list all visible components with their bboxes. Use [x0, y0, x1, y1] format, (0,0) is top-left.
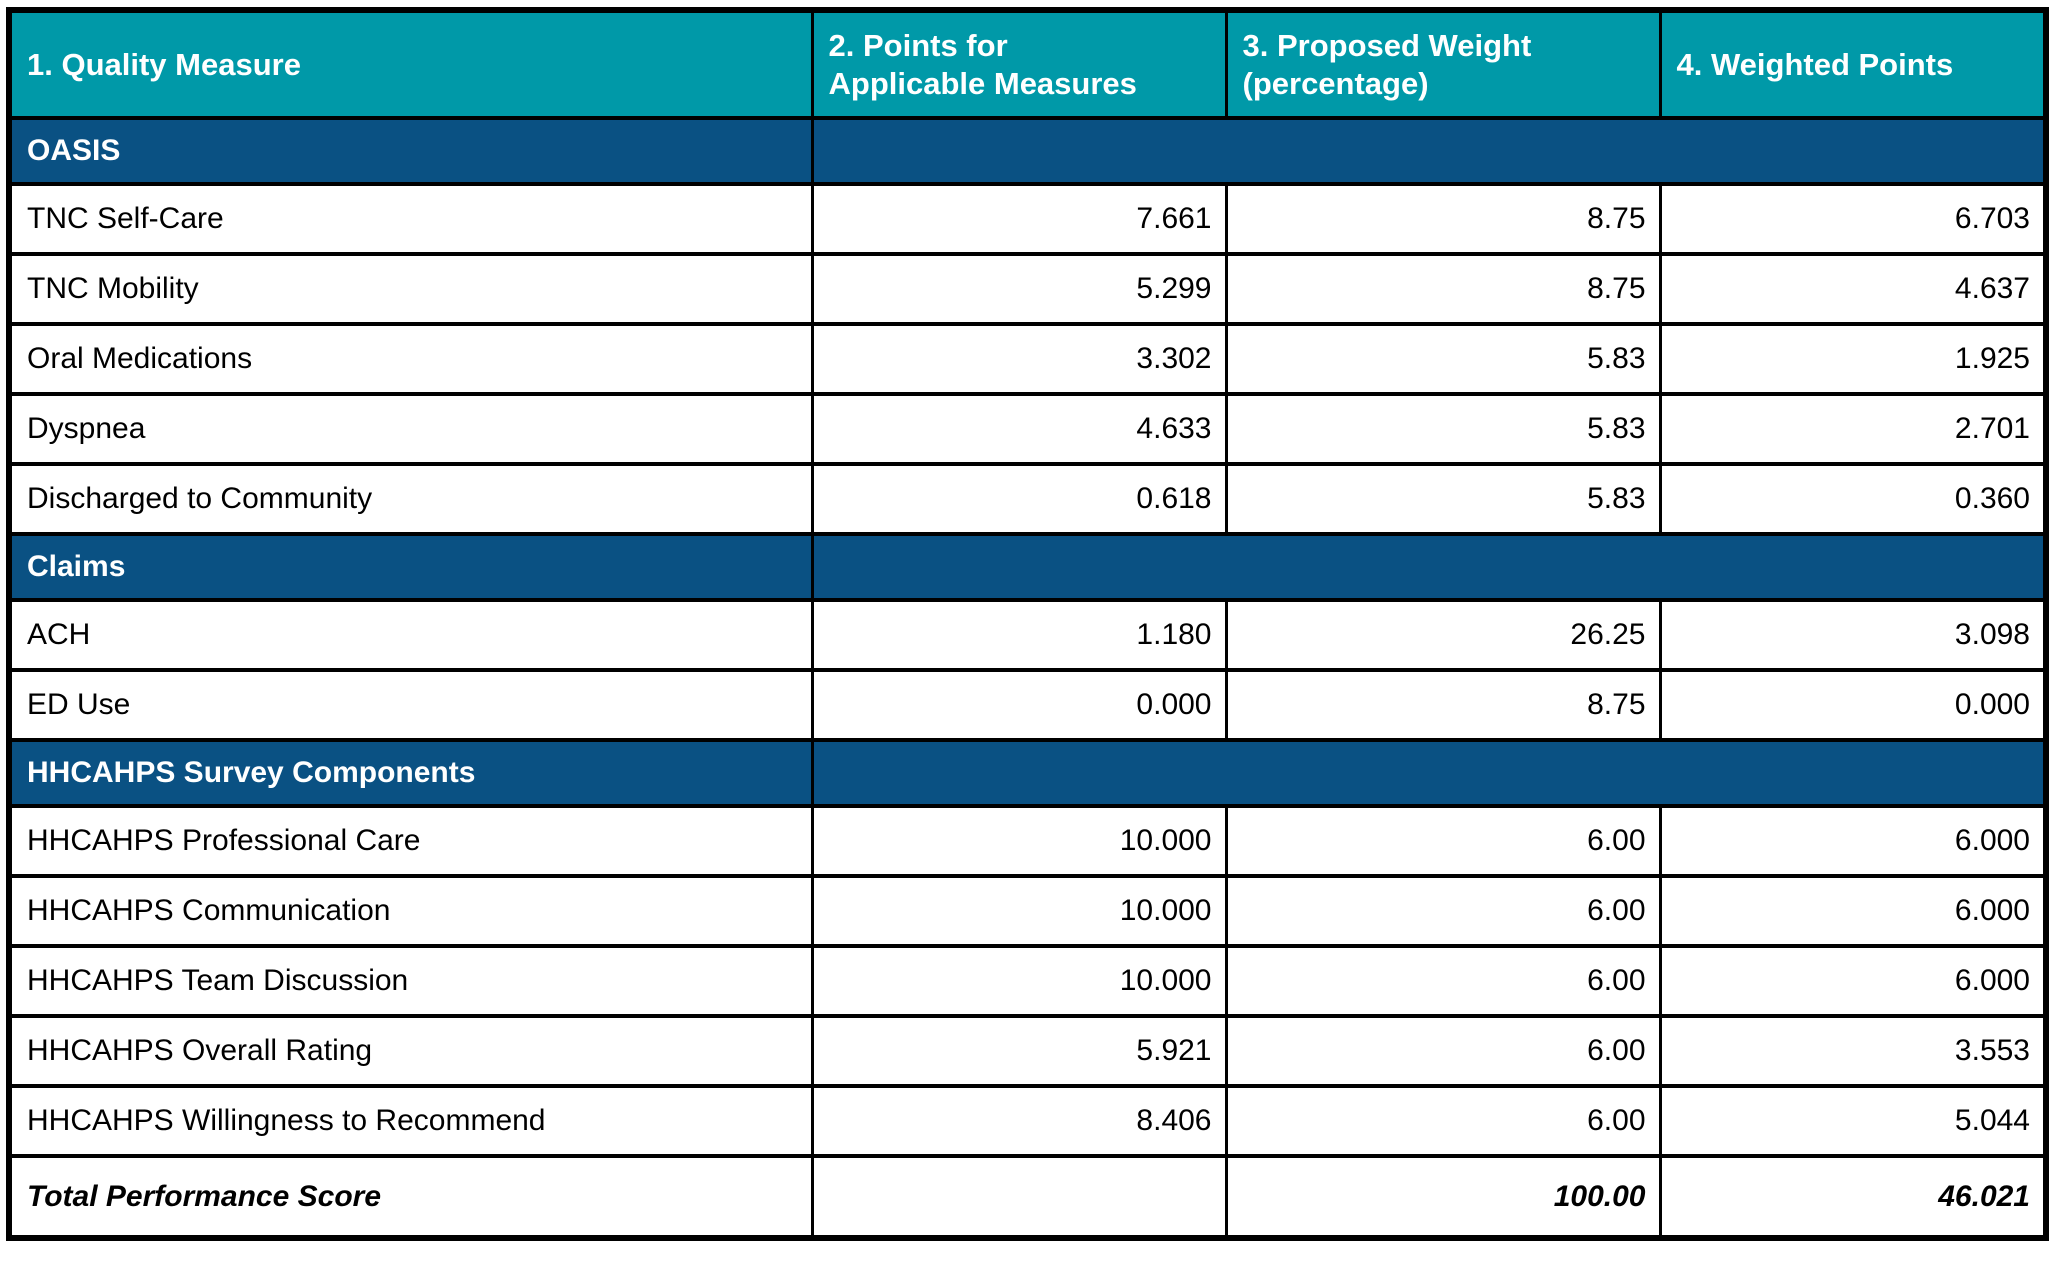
- measure-cell: HHCAHPS Communication: [7, 874, 814, 948]
- section-header-row: Claims: [7, 532, 2048, 602]
- section-label: Claims: [7, 532, 814, 602]
- table-row: Dyspnea 4.633 5.83 2.701: [7, 392, 2048, 466]
- col-header-points: 2. Points for Applicable Measures: [810, 8, 1228, 120]
- total-points-cell: [810, 1154, 1228, 1240]
- section-header-row: OASIS: [7, 116, 2048, 186]
- points-cell: 4.633: [810, 392, 1228, 466]
- measure-cell: Discharged to Community: [7, 462, 814, 536]
- table-row: TNC Mobility 5.299 8.75 4.637: [7, 252, 2048, 326]
- weighted-cell: 4.637: [1658, 252, 2048, 326]
- points-cell: 0.618: [810, 462, 1228, 536]
- total-row: Total Performance Score 100.00 46.021: [7, 1154, 2048, 1240]
- table-header-row: 1. Quality Measure 2. Points for Applicab…: [7, 8, 2048, 120]
- section-fill: [810, 532, 2048, 602]
- col-header-line: (percentage): [1242, 65, 1429, 101]
- col-header-proposed-weight: 3. Proposed Weight (percentage): [1224, 8, 1662, 120]
- col-header-line: 1. Quality Measure: [27, 46, 301, 82]
- measure-cell: Dyspnea: [7, 392, 814, 466]
- table-row: Discharged to Community 0.618 5.83 0.360: [7, 462, 2048, 536]
- measure-cell: TNC Self-Care: [7, 182, 814, 256]
- measure-cell: HHCAHPS Professional Care: [7, 804, 814, 878]
- table-row: HHCAHPS Willingness to Recommend 8.406 6.0…: [7, 1084, 2048, 1158]
- weighted-cell: 3.098: [1658, 598, 2048, 672]
- weighted-cell: 2.701: [1658, 392, 2048, 466]
- points-cell: 10.000: [810, 944, 1228, 1018]
- weighted-cell: 0.360: [1658, 462, 2048, 536]
- weighted-cell: 6.000: [1658, 874, 2048, 948]
- points-cell: 8.406: [810, 1084, 1228, 1158]
- col-header-line: 2. Points for: [828, 27, 1008, 63]
- weight-cell: 5.83: [1224, 462, 1662, 536]
- total-weight-cell: 100.00: [1224, 1154, 1662, 1240]
- weight-cell: 8.75: [1224, 252, 1662, 326]
- weight-cell: 5.83: [1224, 322, 1662, 396]
- section-fill: [810, 116, 2048, 186]
- section-header-row: HHCAHPS Survey Components: [7, 738, 2048, 808]
- weight-cell: 8.75: [1224, 182, 1662, 256]
- page: 1. Quality Measure 2. Points for Applicab…: [6, 7, 2049, 1241]
- measure-cell: ED Use: [7, 668, 814, 742]
- total-weighted-cell: 46.021: [1658, 1154, 2048, 1240]
- table-row: ACH 1.180 26.25 3.098: [7, 598, 2048, 672]
- section-fill: [810, 738, 2048, 808]
- section-label: OASIS: [7, 116, 814, 186]
- col-header-quality-measure: 1. Quality Measure: [7, 8, 814, 120]
- points-cell: 10.000: [810, 874, 1228, 948]
- weight-cell: 6.00: [1224, 804, 1662, 878]
- table-row: ED Use 0.000 8.75 0.000: [7, 668, 2048, 742]
- points-cell: 5.299: [810, 252, 1228, 326]
- col-header-weighted-points: 4. Weighted Points: [1658, 8, 2048, 120]
- measure-cell: HHCAHPS Team Discussion: [7, 944, 814, 1018]
- weight-cell: 8.75: [1224, 668, 1662, 742]
- weighted-cell: 6.000: [1658, 804, 2048, 878]
- col-header-line: 4. Weighted Points: [1676, 46, 1954, 82]
- col-header-line: 3. Proposed Weight: [1242, 27, 1532, 63]
- weighted-cell: 5.044: [1658, 1084, 2048, 1158]
- weighted-cell: 0.000: [1658, 668, 2048, 742]
- points-cell: 10.000: [810, 804, 1228, 878]
- points-cell: 1.180: [810, 598, 1228, 672]
- weighted-cell: 1.925: [1658, 322, 2048, 396]
- weighted-cell: 6.703: [1658, 182, 2048, 256]
- weight-cell: 6.00: [1224, 874, 1662, 948]
- measure-cell: HHCAHPS Willingness to Recommend: [7, 1084, 814, 1158]
- weight-cell: 6.00: [1224, 1014, 1662, 1088]
- table-row: HHCAHPS Communication 10.000 6.00 6.000: [7, 874, 2048, 948]
- weight-cell: 6.00: [1224, 944, 1662, 1018]
- table-row: TNC Self-Care 7.661 8.75 6.703: [7, 182, 2048, 256]
- points-cell: 3.302: [810, 322, 1228, 396]
- measure-cell: TNC Mobility: [7, 252, 814, 326]
- points-cell: 5.921: [810, 1014, 1228, 1088]
- table-row: HHCAHPS Team Discussion 10.000 6.00 6.000: [7, 944, 2048, 1018]
- table-row: HHCAHPS Professional Care 10.000 6.00 6.000: [7, 804, 2048, 878]
- points-cell: 0.000: [810, 668, 1228, 742]
- table-row: Oral Medications 3.302 5.83 1.925: [7, 322, 2048, 396]
- measure-cell: ACH: [7, 598, 814, 672]
- quality-measures-table: 1. Quality Measure 2. Points for Applicab…: [6, 7, 2049, 1241]
- points-cell: 7.661: [810, 182, 1228, 256]
- total-label: Total Performance Score: [7, 1154, 814, 1240]
- measure-cell: Oral Medications: [7, 322, 814, 396]
- col-header-line: Applicable Measures: [828, 65, 1137, 101]
- table-row: HHCAHPS Overall Rating 5.921 6.00 3.553: [7, 1014, 2048, 1088]
- weighted-cell: 6.000: [1658, 944, 2048, 1018]
- weighted-cell: 3.553: [1658, 1014, 2048, 1088]
- section-label: HHCAHPS Survey Components: [7, 738, 814, 808]
- weight-cell: 6.00: [1224, 1084, 1662, 1158]
- weight-cell: 26.25: [1224, 598, 1662, 672]
- measure-cell: HHCAHPS Overall Rating: [7, 1014, 814, 1088]
- weight-cell: 5.83: [1224, 392, 1662, 466]
